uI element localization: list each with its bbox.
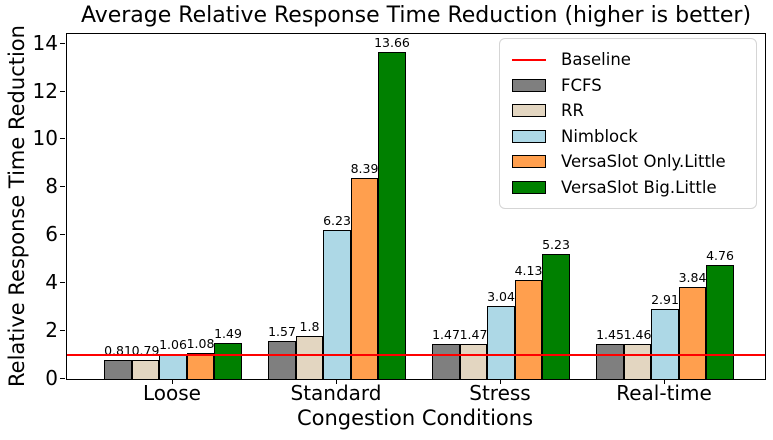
- chart-title: Average Relative Response Time Reduction…: [80, 3, 752, 28]
- x-tick-stress: [500, 379, 501, 384]
- bar-rr-real-time: [623, 344, 652, 379]
- bar-versaslot-big-little-real-time: [706, 264, 734, 379]
- bar-versaslot-big-little-stress: [542, 253, 570, 379]
- x-tick-label-real-time: Real-time: [616, 381, 712, 405]
- y-tick-label-10: 10: [32, 126, 58, 151]
- y-tick-8: [60, 186, 65, 188]
- x-tick-standard: [336, 379, 337, 384]
- y-tick-label-2: 2: [45, 318, 58, 343]
- y-tick-label-4: 4: [45, 270, 58, 295]
- legend-label-versaslot-only-little: VersaSlot Only.Little: [561, 152, 726, 172]
- value-label-nimblock-standard: 6.23: [323, 212, 351, 228]
- value-label-versaslot-only-little-loose: 1.08: [186, 336, 215, 352]
- y-tick-0: [60, 378, 65, 379]
- bar-fcfs-standard: [268, 341, 296, 379]
- x-tick-label-stress: Stress: [469, 381, 531, 405]
- value-label-rr-real-time: 1.46: [623, 327, 652, 343]
- bar-fcfs-real-time: [596, 344, 624, 379]
- legend-item-versaslot-only-little: VersaSlot Only.Little: [512, 149, 756, 175]
- value-label-rr-standard: 1.8: [299, 318, 320, 334]
- legend-label-fcfs: FCFS: [561, 75, 602, 95]
- bar-fcfs-loose: [104, 359, 132, 379]
- x-tick-real-time: [664, 379, 665, 384]
- x-tick-loose: [172, 379, 173, 384]
- value-label-versaslot-big-little-stress: 5.23: [542, 236, 570, 252]
- bar-nimblock-real-time: [651, 309, 679, 379]
- x-tick-label-loose: Loose: [143, 381, 201, 405]
- bar-versaslot-only-little-stress: [514, 280, 543, 379]
- bar-versaslot-big-little-loose: [214, 343, 242, 379]
- value-label-versaslot-big-little-loose: 1.49: [214, 326, 242, 342]
- value-label-fcfs-stress: 1.47: [432, 326, 460, 342]
- legend: Baseline FCFS RR Nimblock VersaSlot Only.Lit…: [499, 38, 757, 209]
- bar-nimblock-stress: [487, 306, 515, 379]
- bar-rr-loose: [131, 360, 160, 379]
- y-tick-label-8: 8: [45, 174, 58, 199]
- value-label-nimblock-real-time: 2.91: [651, 292, 679, 308]
- y-tick-2: [60, 330, 65, 332]
- value-label-fcfs-loose: 0.81: [104, 342, 132, 358]
- value-label-versaslot-only-little-real-time: 3.84: [678, 270, 707, 285]
- y-tick-label-6: 6: [45, 222, 58, 247]
- value-label-versaslot-big-little-standard: 13.66: [374, 34, 410, 50]
- y-tick-6: [60, 234, 65, 236]
- legend-swatch-nimblock: [512, 129, 546, 143]
- legend-item-baseline: Baseline: [512, 47, 756, 73]
- y-tick-4: [60, 282, 65, 284]
- bar-nimblock-standard: [323, 229, 351, 379]
- legend-swatch-versaslot-only-little: [512, 155, 546, 169]
- bar-versaslot-big-little-standard: [378, 51, 406, 379]
- value-label-versaslot-only-little-standard: 8.39: [350, 161, 379, 176]
- legend-label-versaslot-big-little: VersaSlot Big.Little: [561, 177, 717, 197]
- value-label-fcfs-standard: 1.57: [268, 324, 296, 340]
- x-axis-label: Congestion Conditions: [296, 406, 534, 430]
- y-tick-10: [60, 138, 65, 140]
- legend-swatch-rr: [512, 104, 546, 118]
- legend-label-rr: RR: [561, 101, 584, 121]
- value-label-versaslot-big-little-real-time: 4.76: [706, 247, 734, 263]
- value-label-rr-stress: 1.47: [459, 326, 488, 342]
- y-tick-label-0: 0: [45, 366, 58, 390]
- legend-item-rr: RR: [512, 98, 756, 124]
- value-label-nimblock-loose: 1.06: [159, 336, 187, 352]
- y-tick-12: [60, 90, 65, 92]
- bar-nimblock-loose: [159, 353, 187, 379]
- bar-rr-stress: [459, 343, 488, 379]
- legend-item-versaslot-big-little: VersaSlot Big.Little: [512, 175, 756, 201]
- baseline-line: [67, 354, 765, 357]
- legend-item-nimblock: Nimblock: [512, 124, 756, 150]
- bar-versaslot-only-little-real-time: [678, 287, 707, 379]
- legend-swatch-versaslot-big-little: [512, 180, 546, 194]
- value-label-fcfs-real-time: 1.45: [596, 327, 624, 343]
- x-tick-label-standard: Standard: [290, 381, 382, 405]
- legend-label-baseline: Baseline: [561, 50, 631, 70]
- bar-versaslot-only-little-loose: [186, 353, 215, 379]
- bar-fcfs-stress: [432, 343, 460, 379]
- y-tick-label-14: 14: [32, 30, 58, 55]
- y-tick-14: [60, 42, 65, 44]
- value-label-nimblock-stress: 3.04: [487, 289, 515, 305]
- legend-swatch-baseline: [512, 58, 546, 61]
- legend-item-fcfs: FCFS: [512, 73, 756, 99]
- y-tick-label-12: 12: [32, 78, 58, 103]
- legend-swatch-fcfs: [512, 78, 546, 92]
- bar-versaslot-only-little-standard: [350, 178, 379, 379]
- value-label-versaslot-only-little-stress: 4.13: [514, 263, 543, 279]
- bar-rr-standard: [295, 335, 324, 379]
- legend-label-nimblock: Nimblock: [561, 126, 638, 146]
